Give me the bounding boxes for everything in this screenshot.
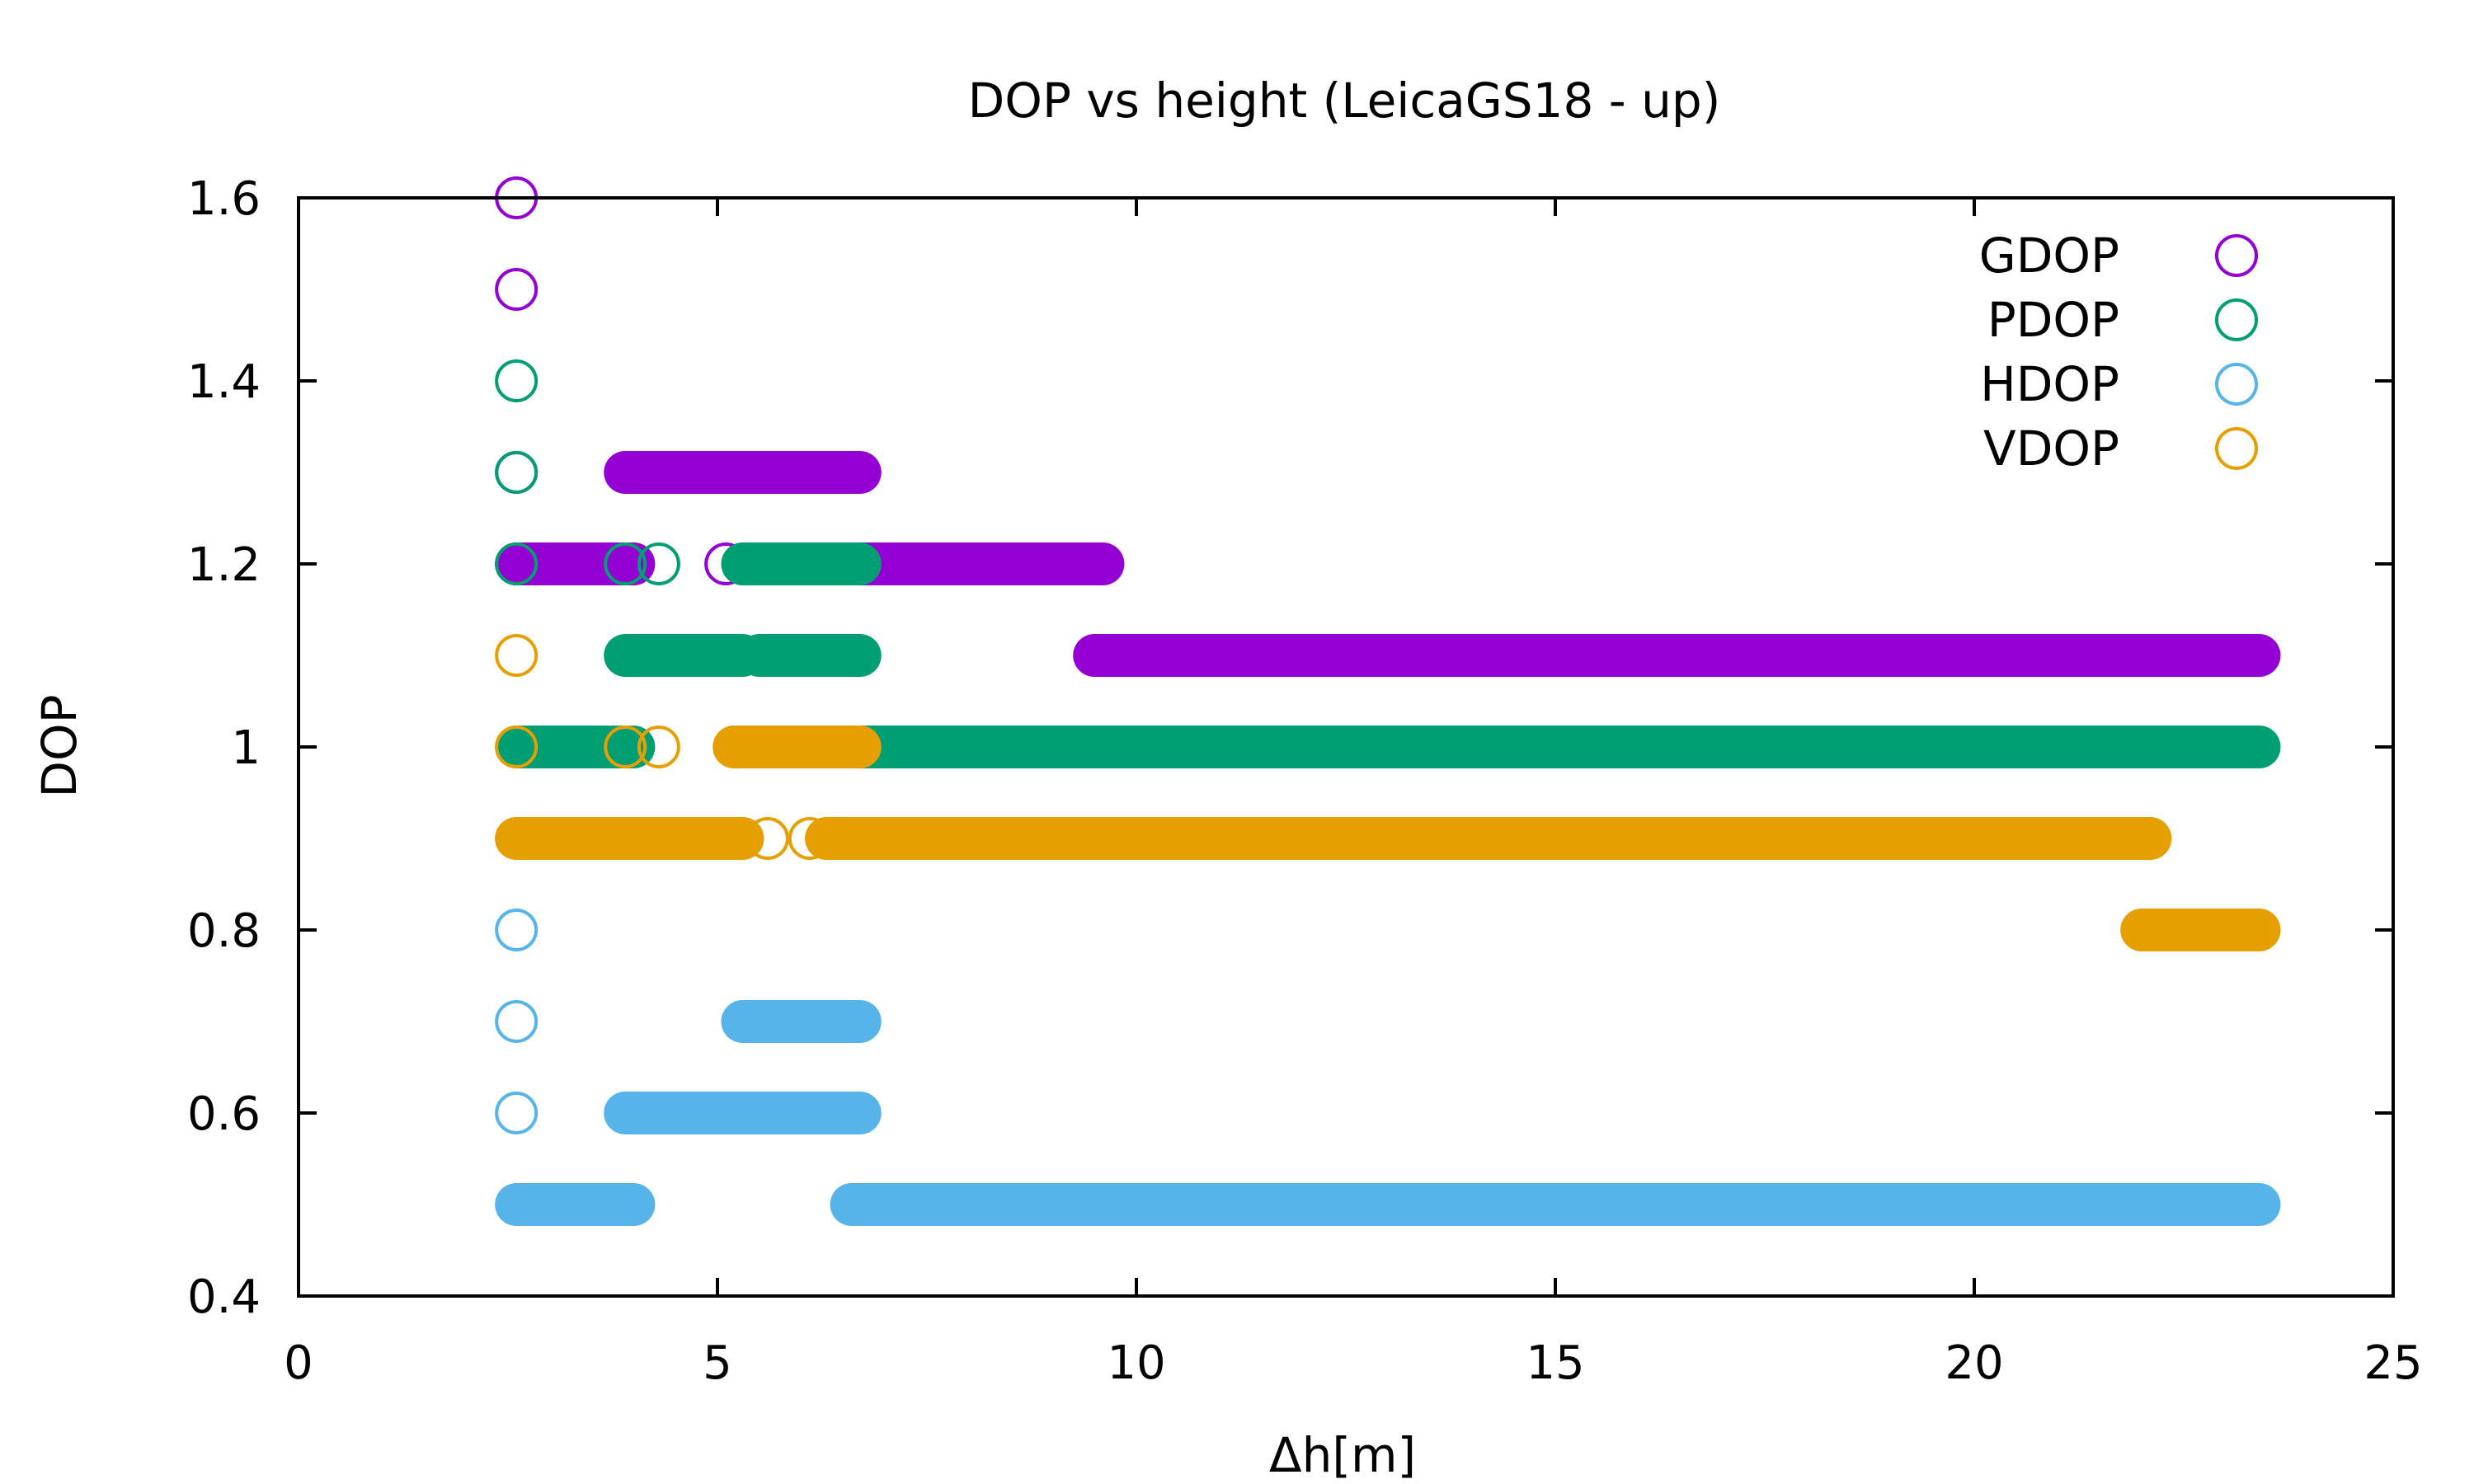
data-point [830,1000,873,1043]
data-point [796,542,840,585]
legend-label: GDOP [1979,228,2119,284]
chart-title: DOP vs height (LeicaGS18 - up) [968,73,1721,129]
data-point [805,1000,849,1043]
legend: GDOP PDOP HDOP VDOP [1979,228,2258,477]
data-point [604,542,647,585]
y-tick-label: 1.2 [187,538,261,592]
legend-item-hdop: HDOP [1980,356,2258,412]
x-tick-label: 0 [284,1336,313,1390]
data-point [805,634,849,677]
x-tick-label: 20 [1945,1336,2003,1390]
data-point [495,1000,539,1043]
data-point [495,451,539,494]
data-point [495,1092,539,1134]
data-point [755,1092,798,1134]
data-point [779,726,823,768]
x-tick-label: 25 [2363,1336,2422,1390]
data-point [637,726,680,768]
y-tick-label: 1.6 [187,172,261,226]
data-point [779,1092,823,1134]
data-point [729,1000,773,1043]
data-marks [495,176,2281,1226]
y-tick-label: 1.4 [187,355,261,409]
data-point [713,726,756,768]
data-point [830,1092,873,1134]
legend-item-vdop: VDOP [1983,420,2258,477]
series-hdop [495,909,2281,1226]
data-point [805,726,849,768]
plot-frame [297,196,2395,1298]
y-tick-label: 0.8 [187,904,261,958]
x-tick-labels: 0 5 10 15 20 25 [284,1336,2422,1390]
data-point [637,542,680,585]
x-tick-label: 15 [1526,1336,1584,1390]
legend-item-gdop: GDOP [1979,228,2258,284]
data-point [495,268,539,311]
legend-marker [2215,363,2258,406]
data-point [779,634,823,677]
legend-marker [2215,298,2258,341]
legend-item-pdop: PDOP [1987,292,2258,348]
y-tick-label: 0.4 [187,1270,261,1324]
data-point [830,542,873,585]
data-point [830,634,873,677]
y-tick-label: 0.6 [187,1087,261,1141]
x-axis-label: Δh[m] [1269,1427,1416,1483]
series-vdop [495,634,2281,951]
legend-label: PDOP [1987,292,2119,348]
data-point [755,1000,798,1043]
data-point [495,542,539,585]
data-point [788,817,831,860]
legend-marker [2215,234,2258,277]
legend-label: HDOP [1980,356,2119,412]
data-point [745,726,789,768]
y-tick-labels: 0.4 0.6 0.8 1 1.2 1.4 1.6 [187,172,261,1324]
data-point [805,1092,849,1134]
legend-label: VDOP [1983,420,2119,477]
y-tick-label: 1 [231,721,261,775]
data-point [604,726,647,768]
data-point [495,359,539,402]
data-point [830,726,873,768]
x-tick-label: 10 [1107,1336,1165,1390]
data-point [495,726,539,768]
data-point [771,542,815,585]
data-point [779,1000,823,1043]
y-axis-label: DOP [31,694,87,797]
data-point [745,542,789,585]
data-point [745,634,789,677]
data-point [745,817,789,860]
data-point [495,909,539,951]
data-point [620,634,664,677]
data-point [495,634,539,677]
legend-marker [2215,427,2258,470]
data-point [813,817,857,860]
x-tick-label: 5 [703,1336,732,1390]
